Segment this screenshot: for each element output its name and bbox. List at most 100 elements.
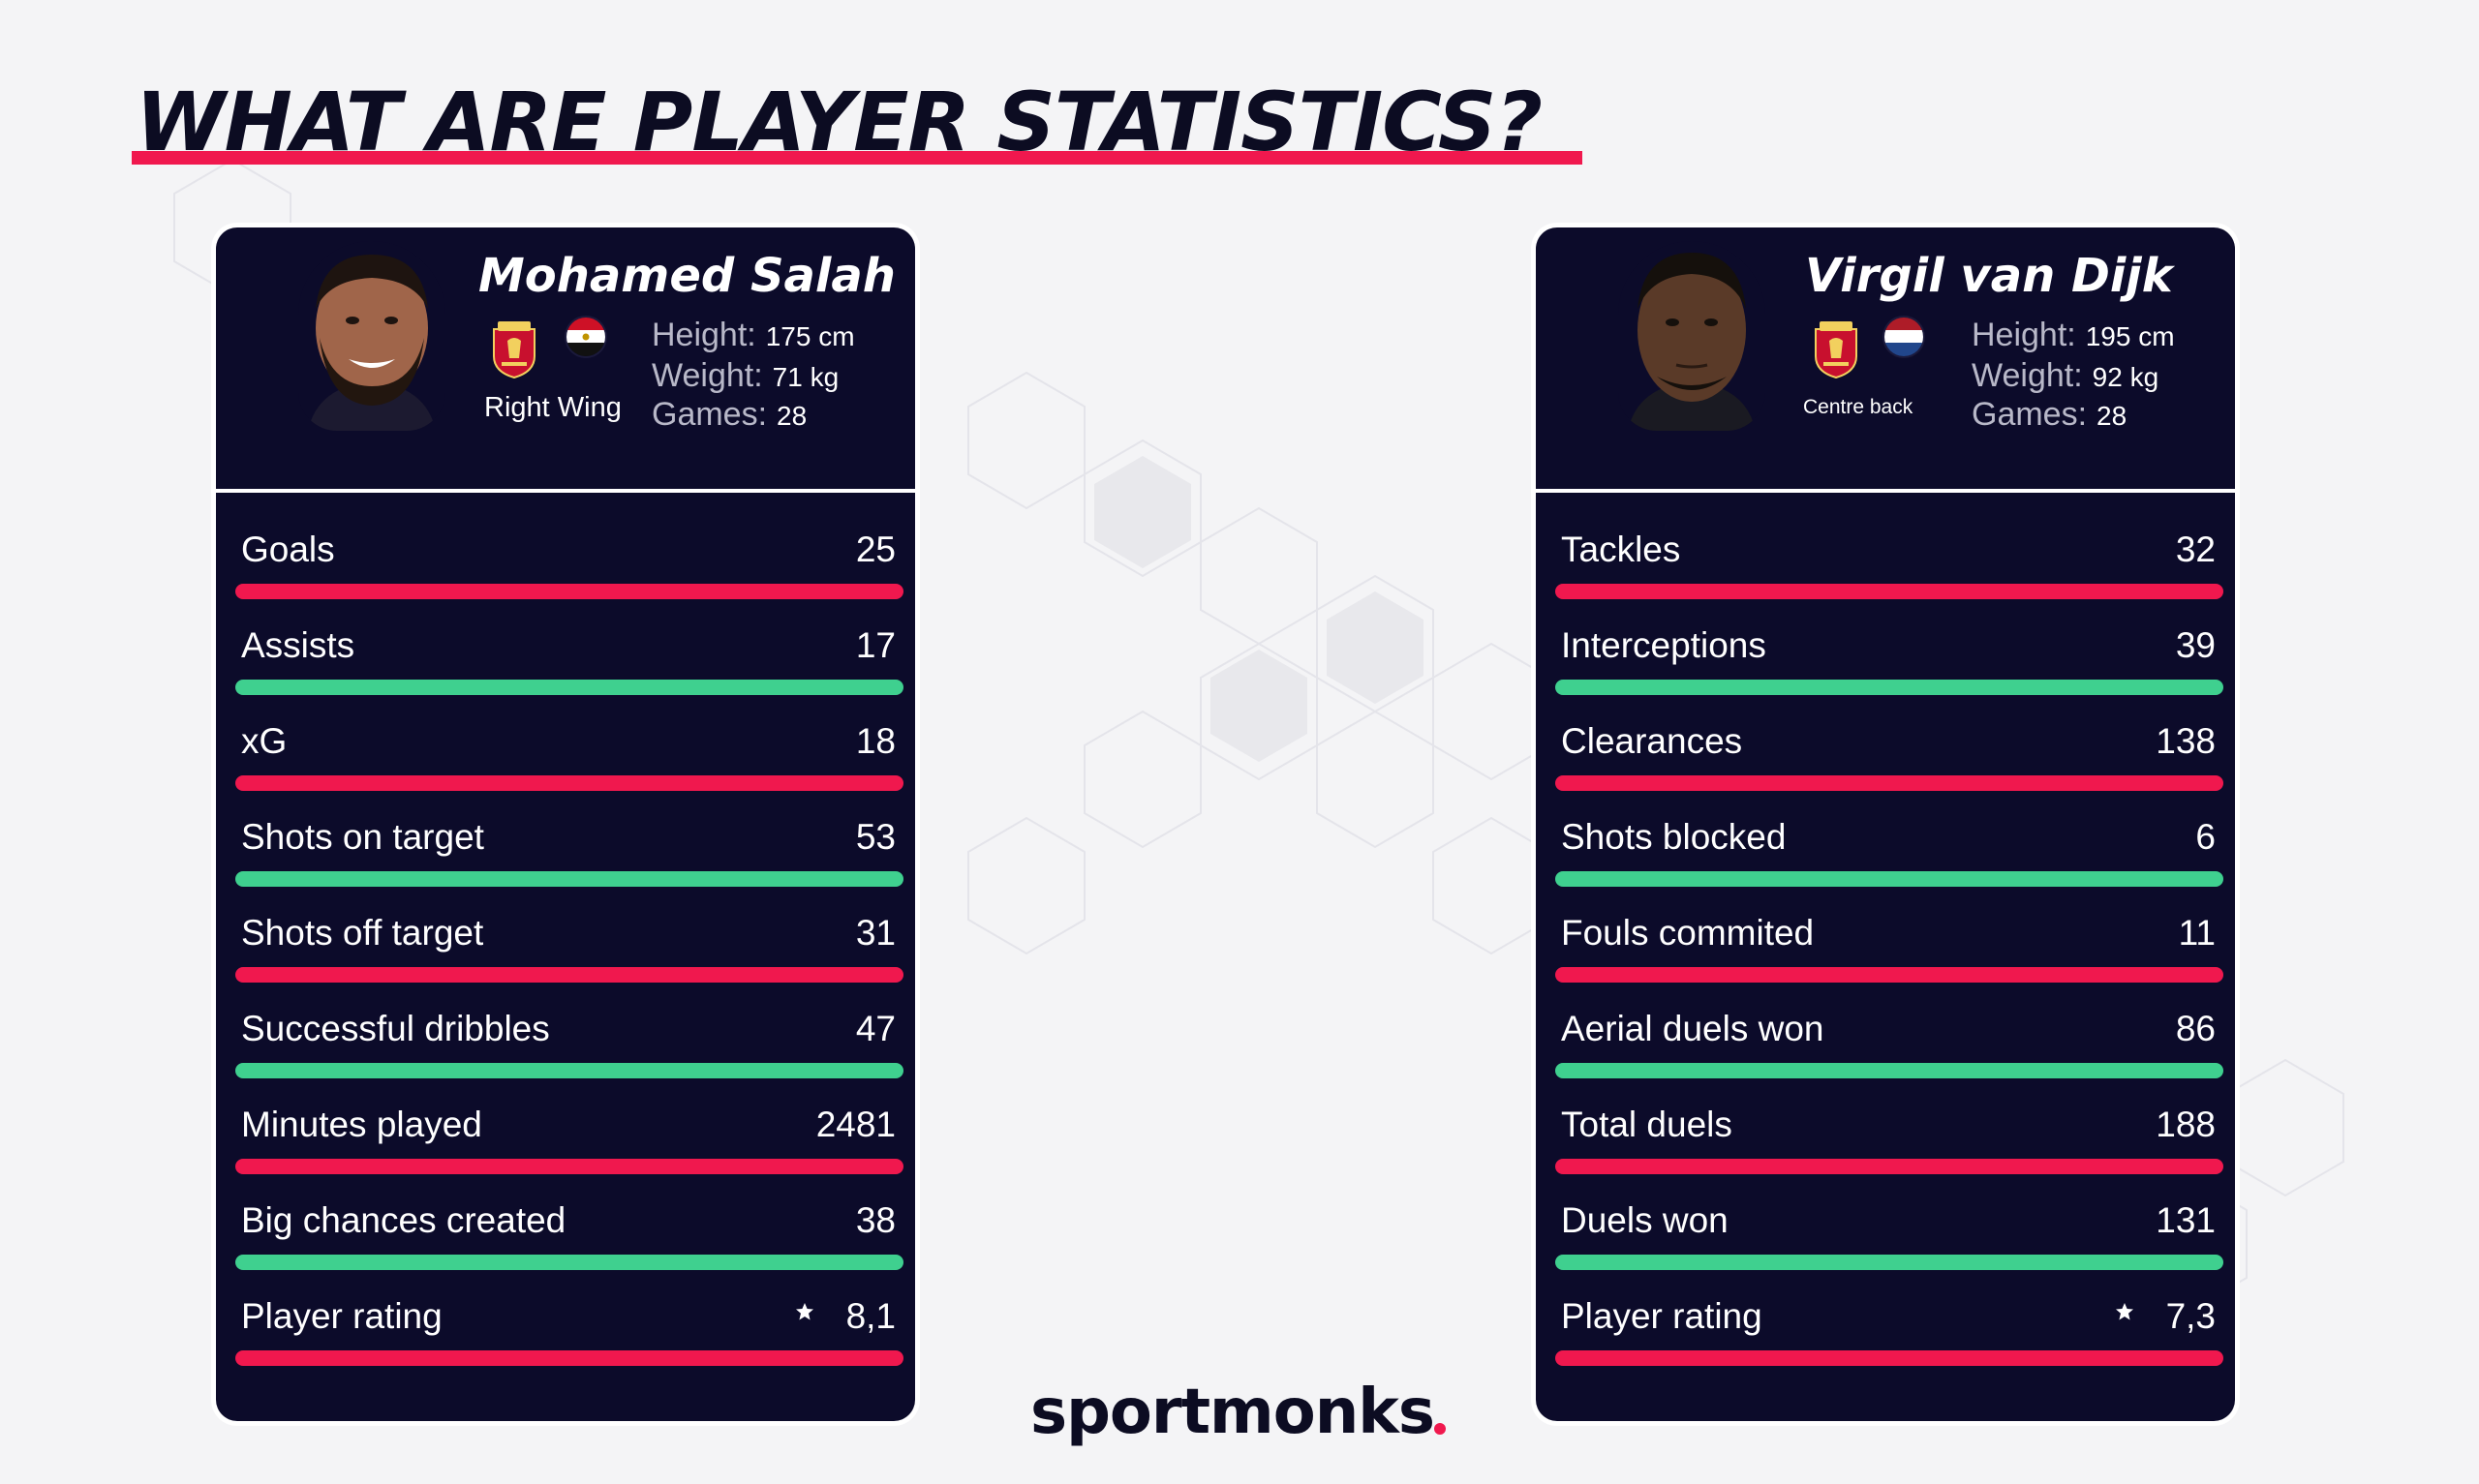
stat-label: Goals (241, 530, 335, 569)
weight-label: Weight: (1972, 357, 2083, 394)
stat-value: 47 (855, 1009, 896, 1048)
stat-bar (235, 1063, 903, 1078)
stat-value: 39 (2175, 625, 2216, 665)
stat-row: Interceptions 39 (1555, 625, 2223, 722)
weight-row: Weight: 71 kg (652, 357, 839, 395)
stat-row: Tackles 32 (1555, 530, 2223, 626)
height-label: Height: (652, 317, 756, 353)
games-value: 28 (777, 401, 808, 431)
player-name: Mohamed Salah (478, 249, 896, 303)
player-position: Centre back (1803, 396, 1913, 418)
stat-value: 131 (2156, 1200, 2216, 1240)
stat-row: Player rating 8,1 (235, 1296, 903, 1393)
games-row: Games: 28 (1972, 396, 2127, 434)
stat-bar (1555, 1350, 2223, 1366)
stat-row: Aerial duels won 86 (1555, 1009, 2223, 1105)
liverpool-crest-icon (1812, 319, 1860, 379)
stat-row: xG 18 (235, 721, 903, 818)
stat-bar (235, 1255, 903, 1270)
stat-label: Shots off target (241, 913, 484, 953)
stat-bar (235, 967, 903, 983)
header-divider (216, 489, 915, 493)
player-card-header: Virgil van Dijk Centre back Height: 195 c… (1536, 227, 2235, 491)
stat-value: 25 (855, 530, 896, 569)
stat-label: Big chances created (241, 1200, 566, 1240)
stat-bar (1555, 1255, 2223, 1270)
stat-value: 31 (855, 913, 896, 953)
stat-label: Shots on target (241, 817, 484, 857)
stat-row: Minutes played 2481 (235, 1105, 903, 1201)
stat-bar (1555, 584, 2223, 599)
stat-row: Total duels 188 (1555, 1105, 2223, 1201)
weight-value: 71 kg (772, 362, 840, 392)
logo-dot (1434, 1423, 1446, 1435)
stat-value: 17 (855, 625, 896, 665)
stat-value: 7,3 (2165, 1296, 2216, 1336)
stat-bar (235, 1159, 903, 1174)
games-value: 28 (2096, 401, 2127, 431)
height-row: Height: 195 cm (1972, 317, 2175, 354)
stat-label: Player rating (241, 1296, 443, 1336)
stat-bar (235, 680, 903, 695)
player-card-header: Mohamed Salah Right Wing Height: 175 cm (216, 227, 915, 491)
stat-value: 138 (2156, 721, 2216, 761)
games-label: Games: (1972, 396, 2088, 433)
stat-value: 18 (855, 721, 896, 761)
stat-value: 53 (855, 817, 896, 857)
player-card-salah: Mohamed Salah Right Wing Height: 175 cm (216, 227, 915, 1421)
stat-bar (1555, 1063, 2223, 1078)
height-label: Height: (1972, 317, 2076, 353)
weight-row: Weight: 92 kg (1972, 357, 2158, 395)
stat-row: Big chances created 38 (235, 1200, 903, 1297)
stat-row: Successful dribbles 47 (235, 1009, 903, 1105)
stat-bar (235, 871, 903, 887)
games-row: Games: 28 (652, 396, 807, 434)
stat-bar (1555, 1159, 2223, 1174)
stat-bar (1555, 775, 2223, 791)
stat-row: Shots off target 31 (235, 913, 903, 1010)
stat-row: Clearances 138 (1555, 721, 2223, 818)
stat-label: Interceptions (1561, 625, 1766, 665)
height-row: Height: 175 cm (652, 317, 855, 354)
netherlands-flag-icon (1884, 318, 1923, 356)
stat-row: Goals 25 (235, 530, 903, 626)
stat-label: Player rating (1561, 1296, 1762, 1336)
stat-label: Fouls commited (1561, 913, 1815, 953)
player-position: Right Wing (484, 392, 622, 423)
stat-bar (235, 1350, 903, 1366)
stat-value: 86 (2175, 1009, 2216, 1048)
player-name: Virgil van Dijk (1805, 249, 2173, 303)
stat-row: Shots blocked 6 (1555, 817, 2223, 914)
stat-label: Aerial duels won (1561, 1009, 1824, 1048)
stat-value: 38 (855, 1200, 896, 1240)
stat-label: Successful dribbles (241, 1009, 550, 1048)
stat-label: Duels won (1561, 1200, 1729, 1240)
egypt-flag-icon (566, 318, 605, 356)
stat-value: 32 (2175, 530, 2216, 569)
page-title: WHAT ARE PLAYER STATISTICS? (136, 75, 1543, 169)
weight-value: 92 kg (2092, 362, 2159, 392)
stat-label: xG (241, 721, 288, 761)
stat-label: Clearances (1561, 721, 1743, 761)
stat-value: 6 (2195, 817, 2216, 857)
stat-bar (235, 584, 903, 599)
stat-value: 2481 (815, 1105, 896, 1144)
height-value: 195 cm (2085, 321, 2175, 351)
star-icon (796, 1303, 813, 1320)
stat-label: Assists (241, 625, 355, 665)
stat-label: Total duels (1561, 1105, 1732, 1144)
stat-row: Duels won 131 (1555, 1200, 2223, 1297)
stat-row: Shots on target 53 (235, 817, 903, 914)
player-avatar (1618, 241, 1765, 431)
stat-value: 188 (2156, 1105, 2216, 1144)
stat-row: Player rating 7,3 (1555, 1296, 2223, 1393)
header-divider (1536, 489, 2235, 493)
stat-bar (1555, 967, 2223, 983)
stat-bar (1555, 871, 2223, 887)
star-icon (2116, 1303, 2133, 1320)
weight-label: Weight: (652, 357, 763, 394)
player-avatar (298, 241, 445, 431)
liverpool-crest-icon (490, 319, 538, 379)
stat-label: Tackles (1561, 530, 1681, 569)
player-card-van-dijk: Virgil van Dijk Centre back Height: 195 c… (1536, 227, 2235, 1421)
